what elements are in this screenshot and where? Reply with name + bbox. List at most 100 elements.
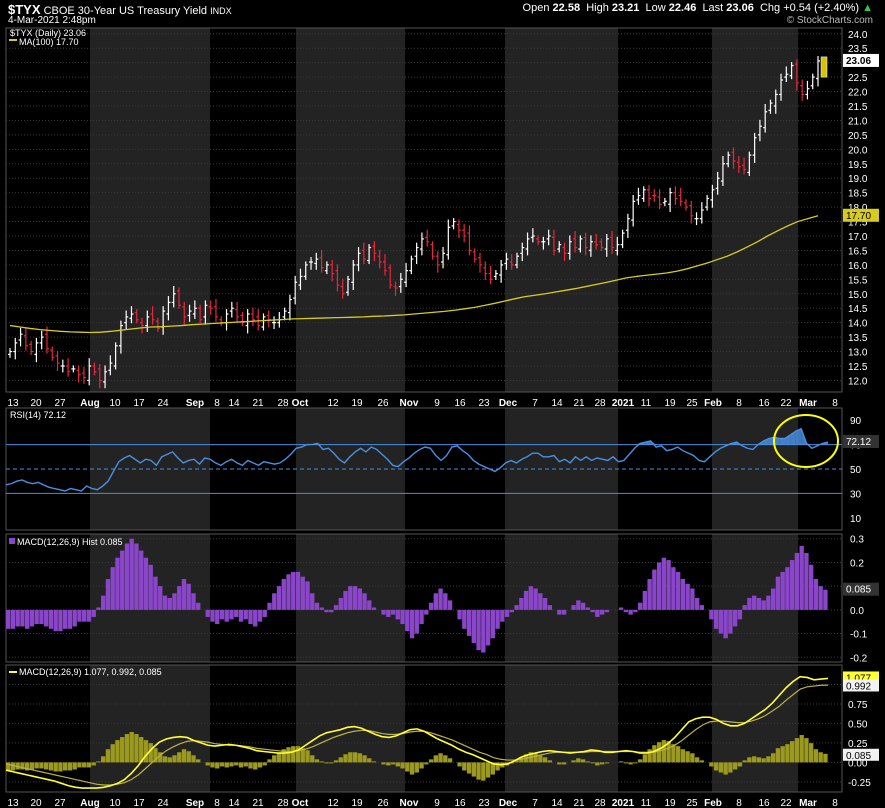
hist-bar	[770, 588, 776, 610]
hist-bar	[381, 609, 386, 615]
price-ytick-label: 17.5	[848, 218, 868, 229]
macd-hist-bar	[196, 759, 201, 763]
price-bar	[699, 202, 704, 224]
macd-hist-bar	[371, 761, 377, 763]
hist-bar	[15, 609, 20, 627]
macd-badge	[843, 748, 879, 761]
price-bar	[87, 358, 92, 386]
price-bar	[715, 171, 720, 195]
x-axis-label: 26	[377, 398, 389, 409]
panel-border-0	[5, 27, 843, 393]
macd-hist-bar	[253, 762, 258, 770]
price-bar	[192, 300, 197, 319]
x-axis-label: 9	[434, 398, 440, 409]
price-bar	[404, 262, 409, 288]
macd-hist-bar	[124, 734, 130, 763]
hist-bar	[267, 602, 272, 610]
price-bar	[536, 235, 541, 246]
price-bar	[145, 310, 150, 332]
rsi-legend: RSI(14) 72.12	[10, 410, 66, 420]
price-bar	[176, 287, 181, 309]
low-label: Low	[645, 2, 666, 14]
macd-hist-bar	[338, 757, 343, 763]
hist-bar	[813, 579, 819, 610]
rsi-overbought-fill	[774, 437, 780, 445]
hist-bar	[25, 609, 30, 629]
signal-line	[5, 684, 829, 786]
hist-bar	[115, 557, 120, 610]
hist-bar	[167, 598, 172, 610]
price-bar	[810, 73, 815, 90]
macd-legend-swatch	[9, 671, 17, 673]
price-bar	[213, 298, 218, 322]
macd-hist-bar	[585, 761, 591, 763]
price-bar	[551, 229, 556, 256]
hist-bar	[690, 588, 695, 610]
price-bar	[456, 219, 461, 239]
x-axis-label: Dec	[499, 398, 518, 409]
price-bar	[794, 59, 799, 91]
hist-bar	[476, 609, 481, 651]
price-bar	[414, 242, 419, 265]
x-axis-label: 12	[327, 798, 339, 808]
macd-hist-bar	[162, 756, 168, 763]
hist-bar	[761, 600, 766, 610]
chg-label: Chg	[759, 2, 781, 14]
hist-bar	[248, 609, 253, 625]
x-axis-label: Feb	[704, 398, 722, 409]
hist-bar	[438, 588, 443, 610]
x-axis-label: 17	[133, 798, 145, 808]
price-bar	[525, 232, 530, 256]
hist-ytick-label: 0.2	[850, 558, 864, 569]
macd-hist-bar	[191, 755, 196, 763]
x-axis-label: Dec	[499, 798, 518, 808]
hist-bar	[352, 586, 358, 610]
hist-bar	[143, 557, 149, 610]
macd-hist-bar	[295, 746, 301, 763]
hist-bar	[818, 586, 823, 610]
price-bar	[261, 313, 266, 331]
price-bar	[493, 270, 498, 280]
hist-bar	[215, 609, 220, 625]
x-axis-label: 24	[157, 798, 169, 808]
price-bar	[76, 365, 81, 383]
macd-hist-bar	[262, 762, 267, 766]
month-band	[712, 28, 798, 392]
hist-bar	[29, 609, 35, 627]
month-band	[505, 28, 618, 392]
macd-hist-bar	[167, 757, 172, 763]
hist-bar	[533, 588, 538, 610]
hist-bar	[286, 574, 291, 610]
symbol[interactable]: $TYX	[8, 2, 41, 17]
macd-hist-bar	[77, 762, 82, 768]
price-bar	[816, 56, 820, 87]
price-bar	[573, 231, 578, 253]
hist-bar	[91, 609, 96, 617]
hist-bar	[542, 598, 548, 610]
price-bar	[514, 252, 519, 269]
price-bar	[44, 326, 49, 354]
macd-ytick-label: 0.00	[848, 758, 868, 769]
price-bar	[60, 359, 65, 373]
macd-hist-bar	[20, 762, 25, 770]
hist-bar	[675, 571, 681, 610]
hist-bar	[623, 609, 629, 613]
macd-hist-bar	[789, 741, 795, 763]
x-axis-label: 21	[252, 398, 264, 409]
price-bar	[23, 327, 28, 351]
hist-bar	[628, 609, 633, 615]
x-axis-label: 19	[351, 798, 363, 808]
price-bar	[272, 316, 277, 330]
macd-hist-bar	[215, 762, 220, 769]
macd-hist-bar	[310, 755, 315, 763]
price-ytick-label: 12.0	[848, 376, 868, 387]
last-price-badge	[843, 53, 879, 67]
price-bar	[361, 242, 366, 265]
hist-bar	[604, 609, 610, 613]
price-bar	[657, 189, 662, 210]
macd-hist-bar	[286, 747, 291, 763]
last-price-badge-text: 23.06	[846, 56, 871, 67]
hist-bar	[371, 607, 377, 610]
x-axis-label: 16	[758, 398, 770, 409]
hist-bar	[101, 595, 106, 610]
